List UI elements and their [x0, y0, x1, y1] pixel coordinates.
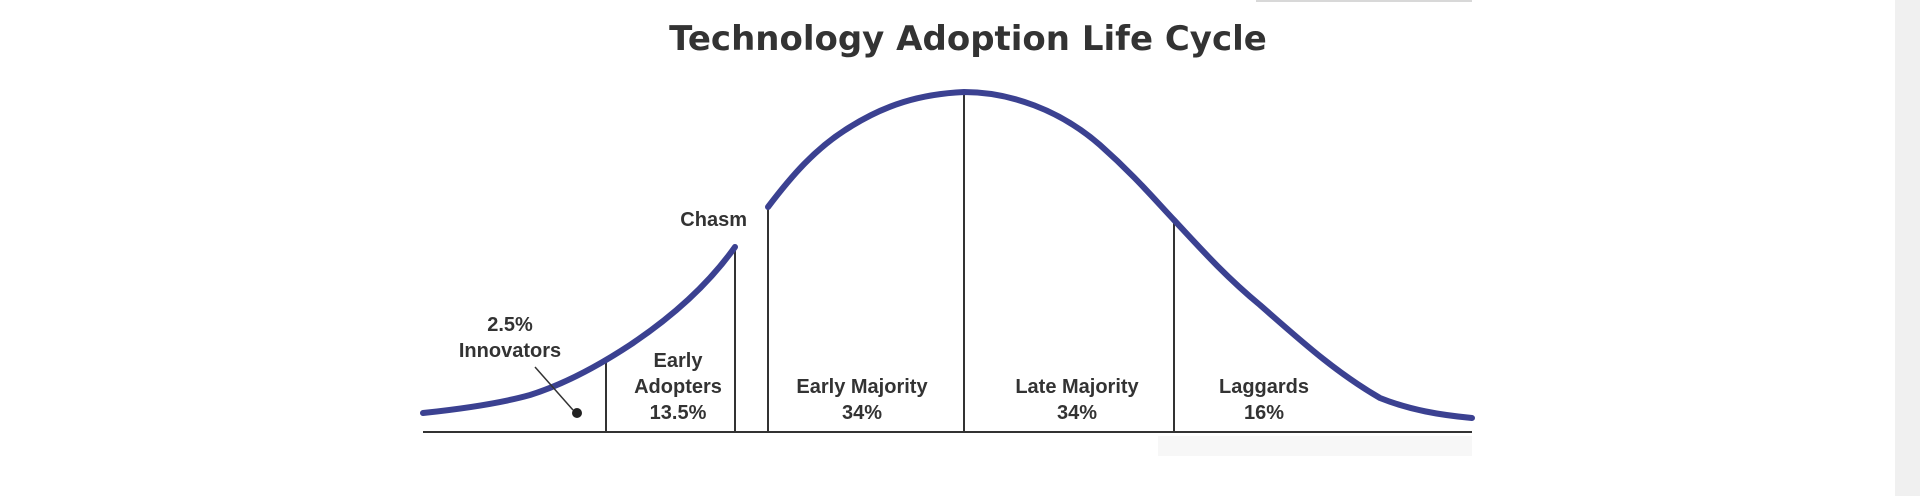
bottom-shade [1158, 436, 1472, 456]
laggards-label: Laggards [1219, 376, 1309, 398]
late-majority-label: Late Majority [1015, 376, 1139, 398]
diagram-title: Technology Adoption Life Cycle [669, 19, 1267, 59]
innovators-label: Innovators [459, 340, 561, 362]
scrollbar-track[interactable] [1895, 0, 1920, 496]
early-adopters-percent: 13.5% [650, 402, 707, 424]
early-majority-percent: 34% [842, 402, 882, 424]
chasm-label: Chasm [680, 209, 747, 231]
early-majority-label: Early Majority [796, 376, 928, 398]
innovators-percent: 2.5% [487, 314, 533, 336]
laggards-percent: 16% [1244, 402, 1284, 424]
late-majority-percent: 34% [1057, 402, 1097, 424]
early-adopters-line1: Early [654, 350, 704, 372]
adoption-curve-right [765, 88, 1475, 421]
top-divider [1256, 0, 1472, 2]
adoption-curve-left [420, 244, 738, 416]
innovators-leader-line [534, 366, 574, 411]
innovators-dot [572, 408, 582, 418]
early-adopters-line2: Adopters [634, 376, 722, 398]
